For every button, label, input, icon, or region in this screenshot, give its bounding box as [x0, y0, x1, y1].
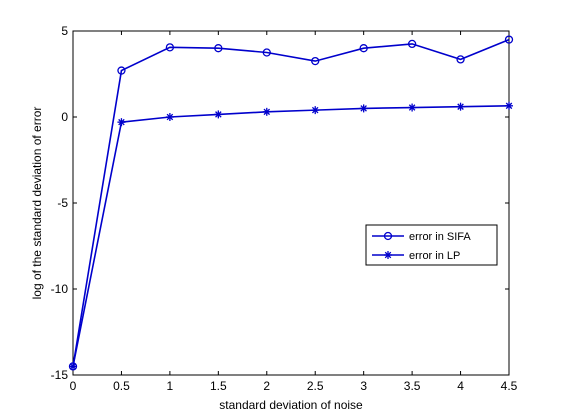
- data-point: [456, 55, 465, 64]
- series-layer: [68, 35, 514, 371]
- y-tick-label: -15: [51, 368, 69, 382]
- x-tick-label: 3: [360, 379, 367, 393]
- plot-area: [72, 30, 510, 376]
- legend-label: error in LP: [409, 250, 460, 262]
- legend-label: error in SIFA: [409, 231, 471, 243]
- series-line: [72, 38, 510, 367]
- x-tick-label: 3.5: [404, 379, 421, 393]
- star-stroke: [360, 105, 367, 112]
- x-tick-label: 1.5: [210, 379, 227, 393]
- star-stroke: [457, 103, 464, 110]
- star-stroke: [118, 118, 125, 126]
- y-tick-label: -10: [51, 282, 69, 296]
- data-point: [311, 106, 320, 115]
- data-point: [262, 107, 271, 116]
- data-point: [214, 44, 223, 53]
- data-point: [407, 39, 417, 49]
- star-stroke: [384, 251, 392, 259]
- x-axis-ticks: 0 0.5 1 1.5 2 2.5 3 3.5 4 4.5: [70, 31, 518, 393]
- data-point: [456, 102, 465, 111]
- x-tick-label: 0.5: [113, 379, 130, 393]
- x-tick-label: 0: [70, 379, 77, 393]
- star-stroke: [263, 108, 271, 116]
- star-stroke: [166, 113, 174, 121]
- legend-entry: error in LP: [372, 250, 460, 262]
- data-point: [117, 66, 126, 75]
- data-point: [262, 48, 271, 57]
- legend-marker: [383, 231, 393, 241]
- data-point: [359, 104, 368, 113]
- data-point: [311, 56, 320, 66]
- data-point: [359, 44, 368, 53]
- y-tick-label: 5: [61, 24, 68, 38]
- data-point: [505, 101, 513, 110]
- y-axis-ticks: -15 -10 -5 0 5: [51, 24, 509, 382]
- data-point: [165, 113, 174, 121]
- x-tick-label: 4: [457, 379, 464, 393]
- y-tick-label: -5: [57, 196, 68, 210]
- star-stroke: [311, 106, 319, 114]
- x-tick-label: 1: [167, 379, 174, 393]
- data-point: [165, 43, 175, 52]
- data-point: [504, 35, 514, 44]
- star-stroke: [408, 104, 416, 111]
- star-stroke: [505, 102, 513, 110]
- series-lp: [69, 101, 513, 371]
- y-axis-label: log of the standard deviation of error: [30, 107, 44, 300]
- star-stroke: [215, 111, 222, 118]
- series-line: [72, 105, 510, 367]
- x-tick-label: 2: [263, 379, 270, 393]
- x-axis-label: standard deviation of noise: [219, 398, 363, 412]
- data-point: [117, 118, 126, 127]
- data-point: [408, 103, 417, 112]
- y-tick-label: 0: [61, 110, 68, 124]
- legend-entry: error in SIFA: [372, 231, 471, 243]
- legend: error in SIFA error in LP: [365, 224, 498, 266]
- legend-marker: [384, 251, 392, 259]
- star-stroke: [69, 363, 77, 370]
- data-point: [214, 110, 223, 119]
- legend-entries: error in SIFA error in LP: [372, 231, 471, 262]
- x-tick-label: 2.5: [307, 379, 324, 393]
- data-point: [69, 362, 77, 371]
- x-tick-label: 4.5: [501, 379, 518, 393]
